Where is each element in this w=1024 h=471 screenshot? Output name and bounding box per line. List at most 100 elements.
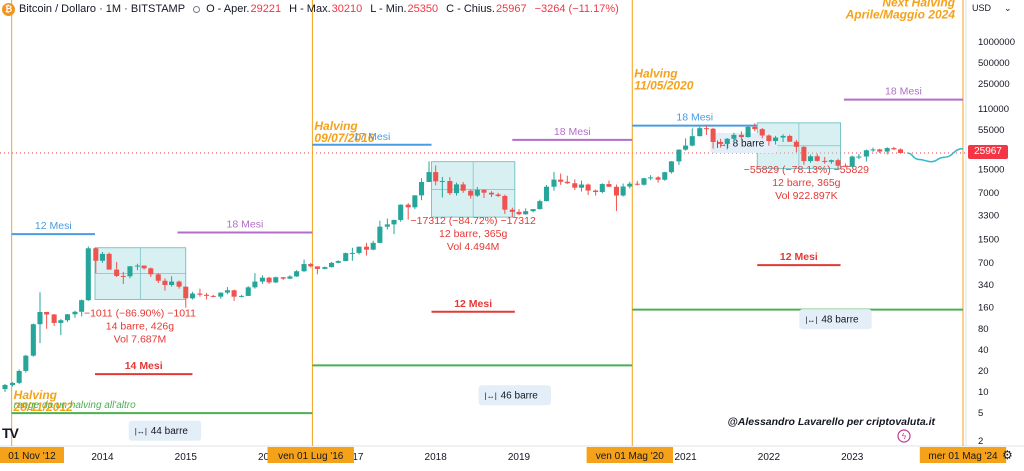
candle-body [58, 320, 64, 323]
candle-body [551, 179, 557, 187]
candle-body [718, 141, 724, 144]
candle-body [634, 183, 640, 185]
y-tick-label: 10 [978, 387, 989, 398]
candle-body [613, 186, 619, 196]
candle-body [676, 149, 682, 162]
candle-body [85, 248, 91, 301]
halving-label: Halving [634, 67, 678, 81]
candle-body [44, 311, 50, 315]
cycle-label: 12 Mesi [454, 298, 492, 310]
candle-body [655, 177, 661, 180]
x-tick-highlight-label: ven 01 Lug '16 [278, 451, 344, 462]
candle-body [780, 135, 786, 138]
candle-body [453, 184, 460, 194]
candle-body [620, 186, 626, 196]
candle-body [16, 370, 22, 383]
candle-body [627, 183, 633, 187]
candle-body [849, 156, 855, 167]
x-tick-highlight-box [586, 447, 673, 463]
candle-body [287, 276, 293, 279]
candle-body [266, 277, 272, 283]
chevron-down-icon[interactable]: ⌄ [1004, 3, 1012, 13]
candle-body [426, 172, 432, 182]
halving-date: 28/11/2012 [13, 400, 73, 414]
y-tick-label: 160 [978, 303, 994, 314]
candle-body [481, 189, 487, 193]
projection-curve [907, 147, 964, 163]
candle-body [99, 253, 105, 261]
measure-label: Vol 922.897K [775, 190, 837, 202]
cycle-label: 18 Mesi [554, 126, 591, 138]
candle-body [93, 248, 99, 261]
y-tick-label: 3300 [978, 211, 999, 222]
lightning-glyph: ϟ [902, 432, 907, 441]
candle-body [148, 268, 154, 275]
candle-body [543, 186, 550, 202]
candle-body [405, 204, 411, 208]
candle-body [433, 172, 439, 182]
candle-body [2, 384, 8, 390]
candle-body [37, 311, 43, 325]
candle-body [294, 271, 300, 277]
candle-body [488, 192, 495, 195]
close-label: C - Chius. [446, 3, 495, 15]
y-tick-label: 7000 [978, 188, 999, 199]
halving-date: Aprile/Maggio 2024 [845, 8, 956, 22]
y-tick-label: 5 [978, 408, 983, 419]
high-label: H - Max. [289, 3, 331, 15]
candle-body [897, 149, 904, 153]
lightning-icon [897, 429, 911, 443]
y-tick-label: 250000 [978, 79, 1010, 90]
chart-legend: ₿ Bitcoin / Dollaro · 1M · BITSTAMP O - … [0, 0, 627, 18]
candle-body [259, 277, 265, 282]
range-badge-label: 48 barre [821, 315, 859, 326]
candle-body [356, 246, 362, 253]
range-badge-label: 46 barre [501, 391, 539, 402]
open-value: 29221 [250, 3, 282, 15]
measure-label: Vol 7.687M [114, 333, 167, 345]
candle-body [460, 184, 466, 191]
y-tick-label: 40 [978, 345, 989, 356]
candle-body [863, 150, 869, 157]
x-tick-label: 2014 [91, 452, 114, 463]
open-label: O - Aper. [206, 3, 250, 15]
candle-body [537, 201, 543, 210]
tradingview-logo-icon[interactable]: TV [2, 425, 19, 441]
low-value: 25350 [407, 3, 439, 15]
currency-selector[interactable]: USD [972, 3, 992, 13]
candle-body [495, 194, 501, 196]
candle-body [176, 281, 182, 287]
candle-body [322, 267, 328, 269]
candle-body [273, 277, 279, 283]
x-tick-label: 2015 [175, 452, 198, 463]
candle-body [169, 281, 175, 285]
candle-body [738, 134, 744, 138]
y-tick-label: 700 [978, 258, 994, 269]
high-value: 30210 [331, 3, 363, 15]
y-tick-label: 1500 [978, 235, 999, 246]
candle-body [606, 184, 612, 187]
candle-body [51, 314, 57, 323]
candle-body [814, 156, 820, 161]
symbol-label[interactable]: Bitcoin / Dollaro · 1M · BITSTAMP [19, 3, 186, 15]
candle-body [752, 126, 758, 130]
x-tick-highlight-label: 01 Nov '12 [8, 451, 56, 462]
candle-body [683, 145, 689, 150]
candle-body [585, 184, 591, 191]
range-badge-box [799, 309, 872, 330]
candle-body [766, 135, 772, 142]
candle-body [530, 209, 536, 212]
price-axis-panel [966, 0, 1024, 446]
candle-body [224, 290, 230, 293]
cycle-label: 18 Mesi [227, 218, 264, 230]
range-badge-box [478, 385, 552, 406]
measure-label: −17312 (−84.72%) −17312 [411, 215, 536, 227]
candle-body [301, 264, 307, 272]
candle-body [870, 149, 876, 151]
candle-body [884, 148, 890, 152]
candle-body [141, 265, 147, 269]
x-tick-label: 2023 [841, 452, 864, 463]
candle-body [822, 160, 828, 162]
gear-icon[interactable]: ⚙ [1002, 448, 1013, 462]
